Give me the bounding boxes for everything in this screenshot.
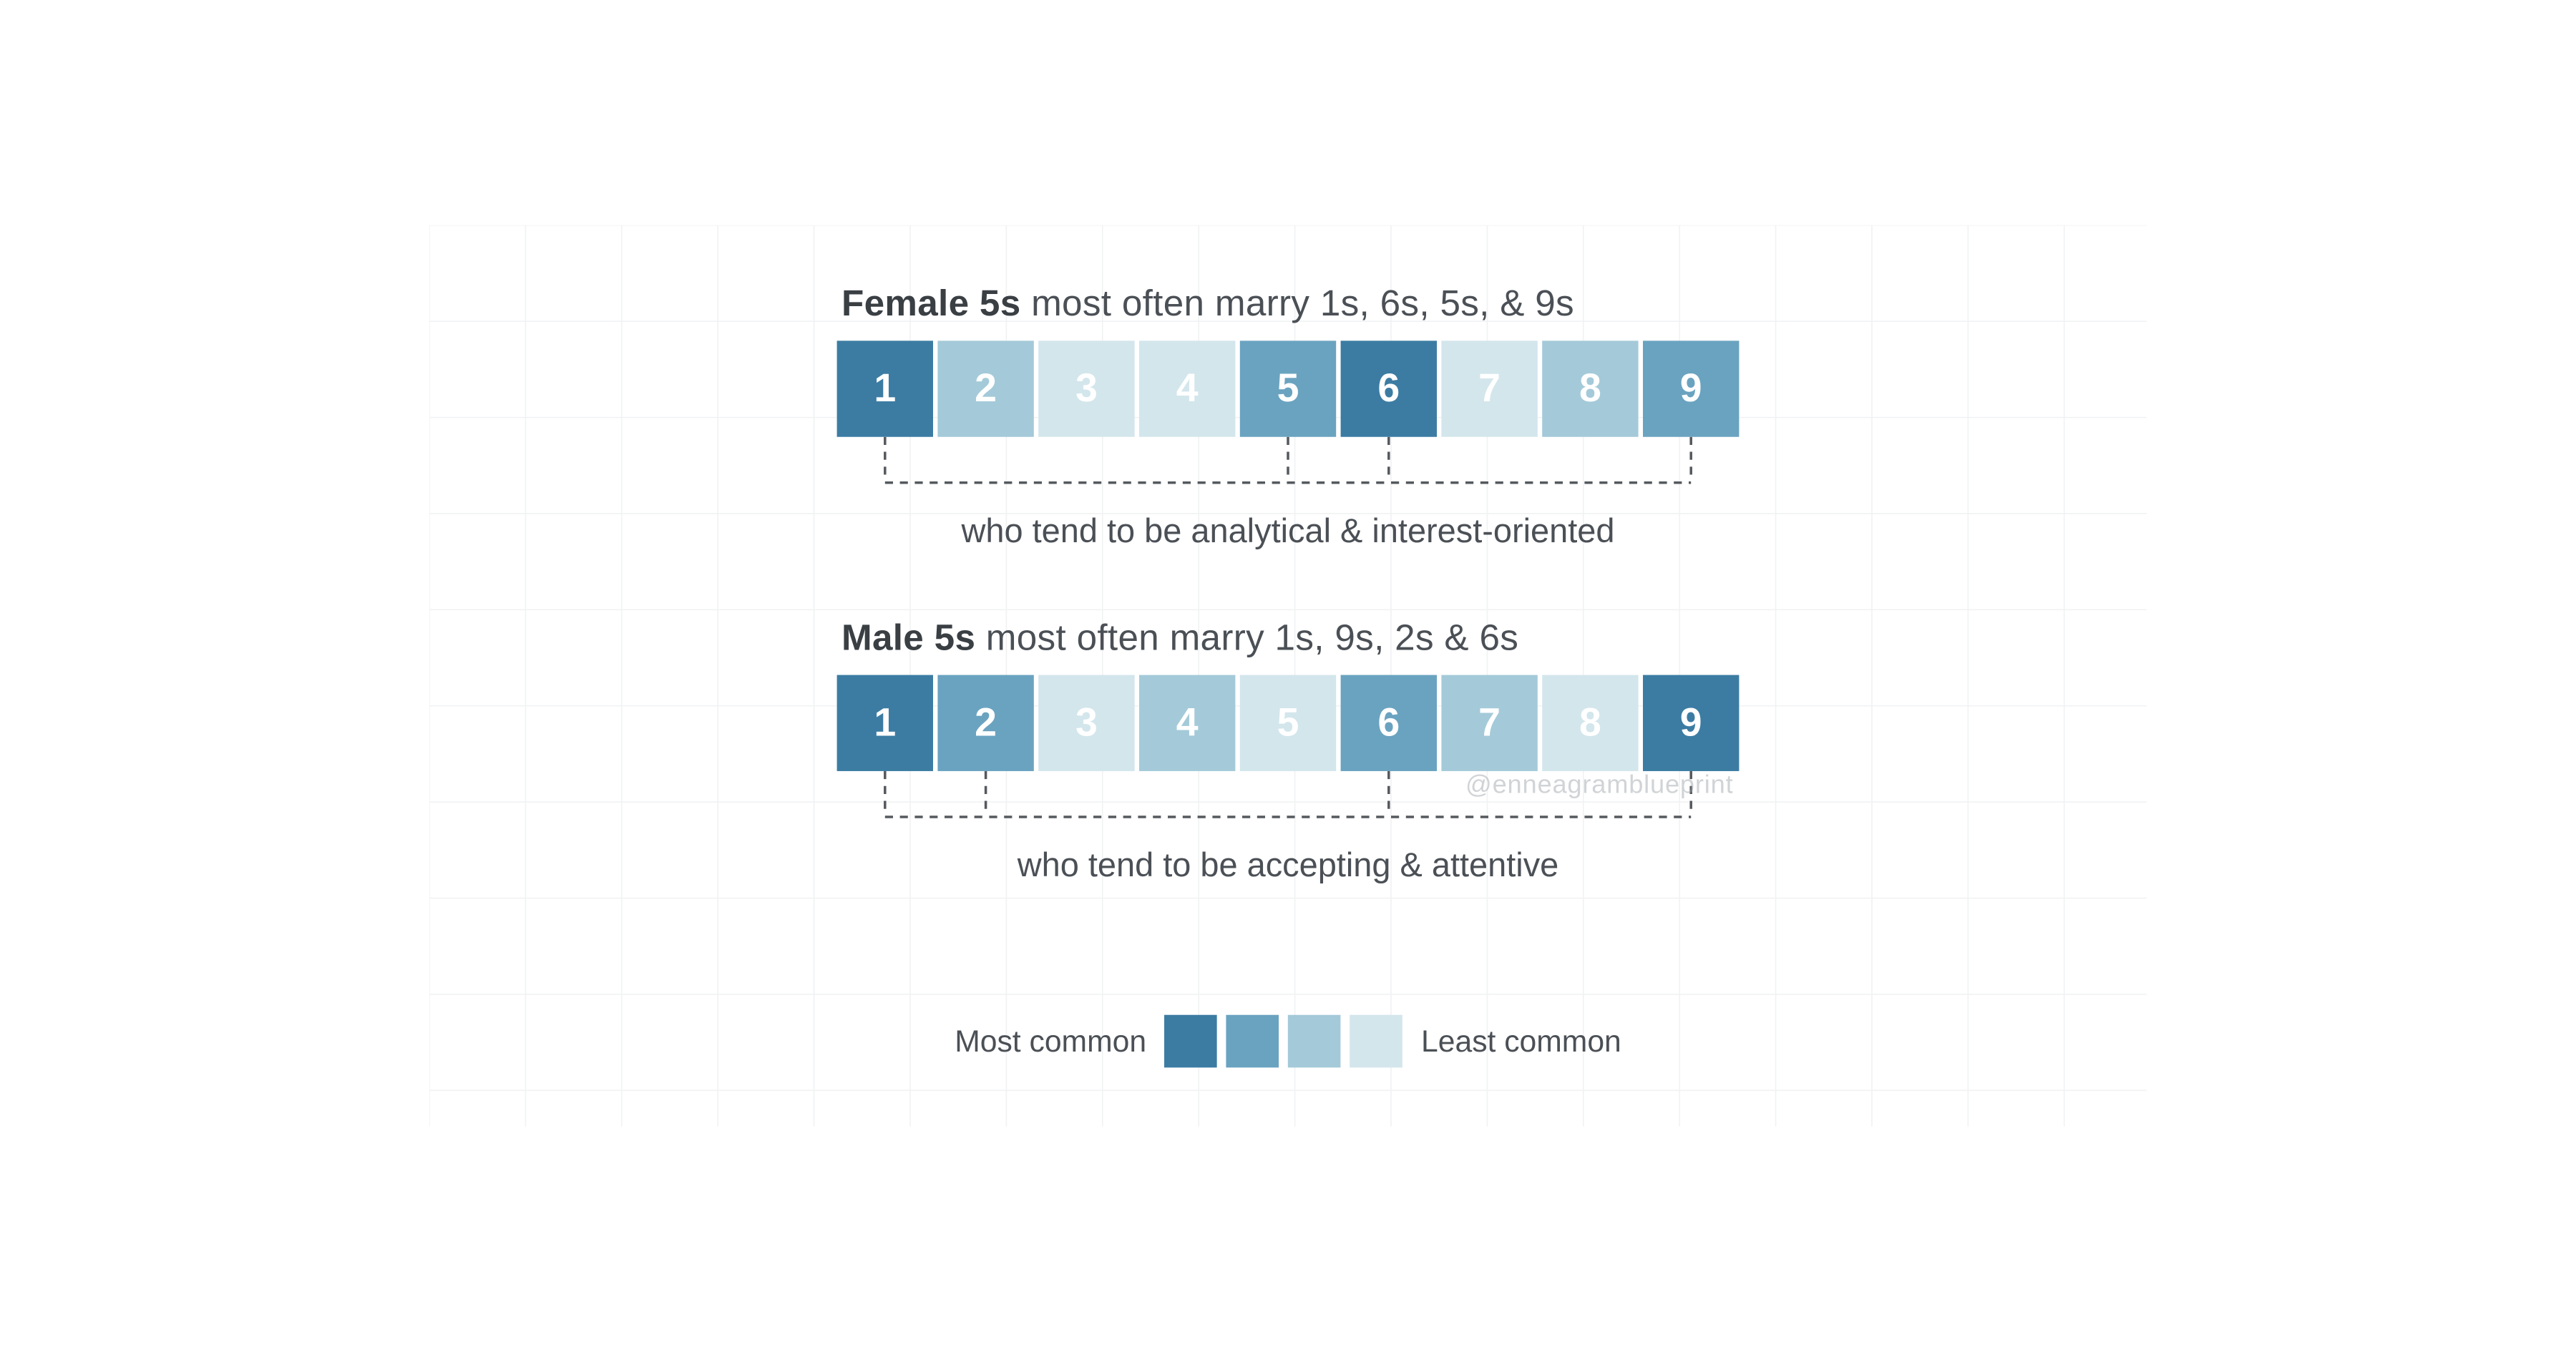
male-cell-8: 8 [1542,675,1638,771]
female-cell-3: 3 [1038,341,1134,437]
female-cell-9-number: 9 [1680,367,1702,411]
legend-swatch-1 [1165,1015,1218,1068]
section-male: Male 5s most often marry 1s, 9s, 2s & 6s… [837,617,1740,886]
male-cell-4: 4 [1139,675,1235,771]
female-cell-2-number: 2 [975,367,997,411]
female-cell-4: 4 [1139,341,1235,437]
male-cell-6-number: 6 [1377,701,1400,745]
female-heading: Female 5s most often marry 1s, 6s, 5s, &… [841,283,1739,325]
female-cell-9: 9 [1643,341,1739,437]
female-cell-7-number: 7 [1478,367,1501,411]
male-cell-7: 7 [1441,675,1537,771]
legend-swatches [1165,1015,1403,1068]
female-cell-7: 7 [1441,341,1537,437]
male-cell-9: 9 [1643,675,1739,771]
male-heading-bold: Male 5s [841,617,975,658]
female-cell-3-number: 3 [1075,367,1098,411]
female-connector [837,437,1740,506]
male-heading-rest: most often marry 1s, 9s, 2s & 6s [975,617,1518,658]
male-heading: Male 5s most often marry 1s, 9s, 2s & 6s [841,617,1739,659]
male-row: 1 2 3 4 5 6 7 8 9 [837,675,1740,771]
female-cell-1-number: 1 [874,367,896,411]
legend-swatch-3 [1288,1015,1341,1068]
male-cell-8-number: 8 [1579,701,1601,745]
male-cell-3-number: 3 [1075,701,1098,745]
male-cell-5: 5 [1240,675,1336,771]
female-row: 1 2 3 4 5 6 7 8 9 [837,341,1740,437]
female-cell-8: 8 [1542,341,1638,437]
male-cell-3: 3 [1038,675,1134,771]
male-cell-6: 6 [1341,675,1437,771]
section-female: Female 5s most often marry 1s, 6s, 5s, &… [837,283,1740,552]
female-cell-6-number: 6 [1377,367,1400,411]
female-cell-6: 6 [1341,341,1437,437]
male-cell-2-number: 2 [975,701,997,745]
legend: Most common Least common [955,1015,1621,1068]
male-caption: who tend to be accepting & attentive [837,847,1740,886]
legend-swatch-2 [1226,1015,1279,1068]
male-cell-1: 1 [837,675,933,771]
male-cell-5-number: 5 [1277,701,1299,745]
male-cell-1-number: 1 [874,701,896,745]
female-heading-bold: Female 5s [841,283,1021,324]
female-cell-2: 2 [937,341,1033,437]
legend-swatch-4 [1350,1015,1403,1068]
female-cell-4-number: 4 [1176,367,1199,411]
female-caption: who tend to be analytical & interest-ori… [837,513,1740,552]
female-heading-rest: most often marry 1s, 6s, 5s, & 9s [1021,283,1574,324]
female-cell-8-number: 8 [1579,367,1601,411]
female-cell-5: 5 [1240,341,1336,437]
female-cell-1: 1 [837,341,933,437]
male-cell-7-number: 7 [1478,701,1501,745]
male-cell-9-number: 9 [1680,701,1702,745]
legend-right-label: Least common [1421,1024,1621,1059]
legend-left-label: Most common [955,1024,1146,1059]
male-cell-4-number: 4 [1176,701,1199,745]
male-cell-2: 2 [937,675,1033,771]
watermark: @enneagramblueprint [1465,769,1733,800]
female-cell-5-number: 5 [1277,367,1299,411]
